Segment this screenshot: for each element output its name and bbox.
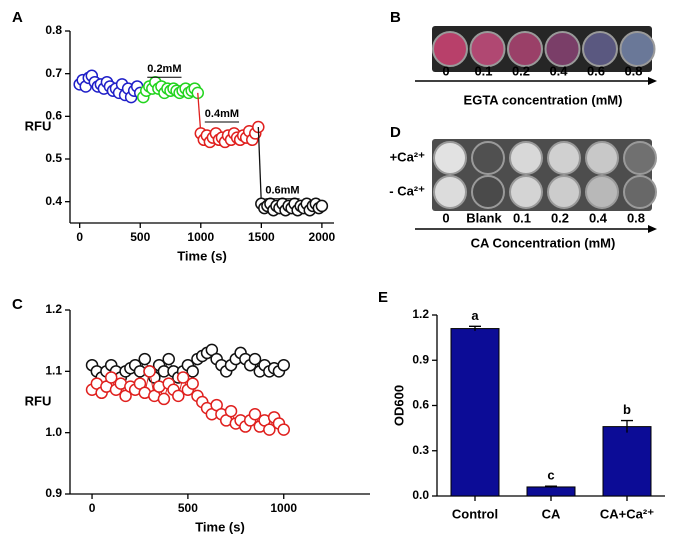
x-tick-label: 0 [76, 230, 83, 244]
y-tick-label: 1.0 [45, 425, 62, 439]
data-point [158, 393, 169, 404]
data-point [163, 354, 174, 365]
y-tick-label: 0.7 [45, 66, 62, 80]
y-tick-label: 1.2 [45, 302, 62, 316]
x-tick-label: 500 [178, 501, 198, 515]
x-axis-label: Time (s) [177, 248, 227, 263]
column-label: 0.2 [551, 210, 569, 225]
plate-photo [432, 139, 652, 211]
x-tick-label: 1000 [187, 230, 214, 244]
y-tick-label: 0.0 [412, 488, 429, 502]
well [548, 142, 580, 174]
y-tick-label: 0.6 [412, 398, 429, 412]
x-tick-label: 500 [130, 230, 150, 244]
well [472, 176, 504, 208]
well [433, 32, 467, 66]
row-label: +Ca²⁺ [390, 149, 426, 164]
well [621, 32, 655, 66]
annotation: 0.4mM [205, 108, 239, 120]
data-point [144, 366, 155, 377]
y-tick-label: 1.2 [412, 307, 429, 321]
column-label: 0.1 [513, 210, 531, 225]
x-tick-label: CA [542, 506, 561, 521]
y-tick-label: 0.9 [45, 486, 62, 500]
panel-label: E [378, 289, 388, 306]
column-label: 0.8 [627, 210, 645, 225]
column-label: 0.4 [549, 63, 568, 78]
significance-label: b [623, 402, 631, 417]
annotation: 0.2mM [147, 63, 181, 75]
y-tick-label: 1.1 [45, 364, 62, 378]
x-tick-label: 1500 [248, 230, 275, 244]
x-tick-label: 2000 [309, 230, 336, 244]
well [548, 176, 580, 208]
arrow-head [648, 225, 657, 233]
significance-label: c [547, 468, 554, 483]
data-point [226, 406, 237, 417]
x-tick-label: CA+Ca²⁺ [600, 506, 654, 521]
arrow-head [648, 77, 657, 85]
column-label: 0.1 [474, 63, 492, 78]
y-tick-label: 0.4 [45, 194, 62, 208]
panel-label: D [390, 124, 401, 141]
data-point [139, 354, 150, 365]
column-label: 0.8 [624, 63, 642, 78]
data-point [316, 200, 327, 211]
column-label: 0.4 [589, 210, 608, 225]
well [624, 142, 656, 174]
y-axis-label: RFU [25, 118, 52, 133]
well [510, 142, 542, 174]
x-tick-label: 1000 [270, 501, 297, 515]
well [434, 176, 466, 208]
well [471, 32, 505, 66]
y-tick-label: 0.3 [412, 443, 429, 457]
y-tick-label: 0.9 [412, 352, 429, 366]
column-label: Blank [466, 210, 502, 225]
well [586, 142, 618, 174]
x-tick-label: 0 [89, 501, 96, 515]
column-label: 0 [442, 63, 449, 78]
axis-title: EGTA concentration (mM) [464, 92, 623, 107]
y-tick-label: 0.8 [45, 23, 62, 37]
well [624, 176, 656, 208]
well [472, 142, 504, 174]
well [583, 32, 617, 66]
y-axis-label: OD600 [391, 385, 406, 426]
well [546, 32, 580, 66]
data-point [187, 378, 198, 389]
significance-label: a [471, 308, 479, 323]
axis-title: CA Concentration (mM) [471, 235, 616, 250]
bar [603, 427, 651, 496]
data-point [278, 360, 289, 371]
well [434, 142, 466, 174]
series-connector [258, 127, 261, 204]
bar [527, 487, 575, 496]
annotation: 0.6mM [265, 185, 299, 197]
y-tick-label: 0.5 [45, 151, 62, 165]
column-label: 0.2 [512, 63, 530, 78]
well [586, 176, 618, 208]
row-label: - Ca²⁺ [389, 183, 425, 198]
x-axis-label: Time (s) [195, 519, 245, 534]
y-axis-label: RFU [25, 393, 52, 408]
well [510, 176, 542, 208]
panel-label: A [12, 9, 23, 26]
column-label: 0.6 [587, 63, 605, 78]
panel-label: C [12, 296, 23, 313]
data-point [278, 424, 289, 435]
panel-label: B [390, 9, 401, 26]
column-label: 0 [442, 210, 449, 225]
x-tick-label: Control [452, 506, 498, 521]
bar [451, 329, 499, 496]
well [508, 32, 542, 66]
